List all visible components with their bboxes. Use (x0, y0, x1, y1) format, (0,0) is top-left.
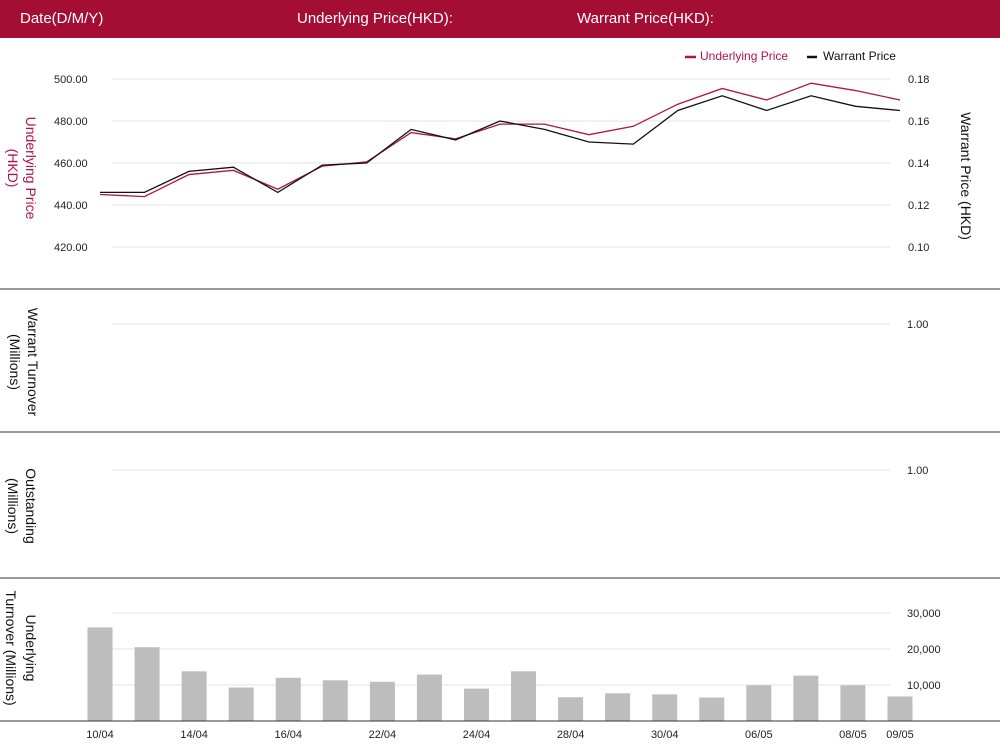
y-axis-title: (Millions) (5, 478, 21, 534)
warrant-price-line (100, 95, 901, 194)
y-left-axis-title-unit: (HKD) (5, 149, 21, 188)
turnover-bar (746, 685, 772, 721)
y-tick-label: 30,000 (907, 608, 941, 620)
turnover-bar (369, 681, 395, 721)
y-left-tick-label: 420.00 (54, 242, 88, 254)
x-tick-label: 28/04 (557, 729, 585, 741)
turnover-bar (840, 685, 866, 721)
x-tick-label: 09/05 (886, 729, 914, 741)
underlying-price-label: Underlying Price(HKD): (297, 10, 453, 27)
x-tick-label: 06/05 (745, 729, 773, 741)
turnover-bar (463, 688, 489, 721)
turnover-bar (228, 687, 254, 721)
y-left-tick-label: 460.00 (54, 158, 88, 170)
y-axis-title: Underlying (23, 615, 39, 682)
x-tick-label: 16/04 (274, 729, 302, 741)
x-tick-label: 08/05 (839, 729, 867, 741)
y-right-axis-title: Warrant Price (HKD) (958, 112, 974, 240)
legend-warrant-label: Warrant Price (823, 49, 896, 63)
y-left-tick-label: 440.00 (54, 200, 88, 212)
turnover-bar (416, 674, 442, 721)
turnover-bar (887, 696, 913, 721)
y-right-tick-label: 0.10 (908, 242, 929, 254)
turnover-bar (87, 627, 113, 721)
y-axis-title: Outstanding (23, 468, 39, 544)
y-left-tick-label: 480.00 (54, 116, 88, 128)
x-tick-label: 14/04 (180, 729, 208, 741)
y-tick-label: 20,000 (907, 644, 941, 656)
y-tick-label: 10,000 (907, 680, 941, 692)
x-tick-label: 22/04 (369, 729, 397, 741)
date-label: Date(D/M/Y) (20, 10, 104, 27)
turnover-bar (793, 675, 819, 721)
y-tick-label: 1.00 (907, 465, 928, 477)
y-right-tick-label: 0.12 (908, 200, 929, 212)
y-tick-label: 1.00 (907, 319, 928, 331)
y-right-tick-label: 0.14 (908, 158, 929, 170)
turnover-bar (511, 671, 537, 721)
y-left-tick-label: 500.00 (54, 74, 88, 86)
legend-underlying-label: Underlying Price (700, 49, 788, 63)
x-tick-label: 10/04 (86, 729, 114, 741)
x-tick-label: 30/04 (651, 729, 679, 741)
y-axis-title: (Millions) (7, 334, 23, 390)
turnover-bar (558, 697, 584, 721)
y-right-tick-label: 0.18 (908, 74, 929, 86)
turnover-bar (181, 671, 207, 721)
turnover-bar (275, 677, 301, 721)
warrant-price-label: Warrant Price(HKD): (577, 10, 714, 27)
info-header-bar: Date(D/M/Y) Underlying Price(HKD): Warra… (0, 0, 1000, 38)
y-right-tick-label: 0.16 (908, 116, 929, 128)
turnover-bar (652, 694, 678, 721)
y-axis-title: Turnover (Millions) (3, 590, 19, 705)
turnover-bar (134, 647, 160, 721)
x-tick-label: 24/04 (463, 729, 491, 741)
turnover-bar (322, 680, 348, 721)
underlying-price-line (99, 82, 901, 198)
y-axis-title: Warrant Turnover (25, 308, 41, 417)
turnover-bar (605, 693, 631, 721)
y-left-axis-title: Underlying Price (23, 117, 39, 220)
turnover-bar (699, 697, 725, 721)
